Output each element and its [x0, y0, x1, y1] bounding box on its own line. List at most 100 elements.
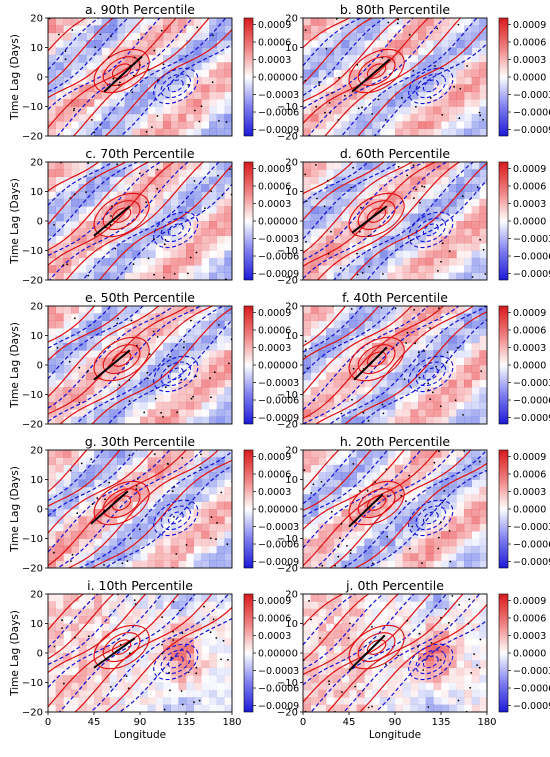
heatmap-cell: [147, 47, 156, 56]
heatmap-cell: [71, 350, 79, 358]
heatmap-cell: [140, 99, 148, 107]
colorbar-tick-label: −0.0009: [258, 557, 299, 568]
heatmap-cell: [349, 113, 357, 122]
heatmap-cell: [78, 350, 87, 358]
negative-contour-loop: [408, 355, 454, 393]
heatmap-cell: [479, 106, 487, 115]
heatmap-cell: [364, 409, 373, 417]
heatmap-cell: [318, 25, 327, 34]
heatmap-cell: [147, 616, 156, 624]
heatmap-cell: [163, 162, 171, 170]
heatmap-cell: [425, 416, 434, 424]
heatmap-cell: [193, 479, 202, 488]
heatmap-cell: [48, 675, 56, 683]
heatmap-cell: [387, 638, 396, 646]
negative-contour: [342, 450, 487, 568]
heatmap-cell: [471, 486, 480, 495]
heatmap-cell: [63, 409, 72, 417]
positive-contour-loop: [102, 56, 141, 87]
heatmap-cell: [441, 538, 449, 547]
heatmap-cell: [387, 40, 396, 48]
heatmap-cell: [310, 47, 319, 56]
heatmap-cell: [48, 401, 56, 410]
heatmap-cell: [55, 457, 64, 466]
heatmap-cell: [109, 69, 118, 78]
heatmap-cell: [464, 623, 472, 632]
positive-contour-loop: [93, 48, 150, 94]
heatmap-cell: [456, 372, 465, 381]
significance-dot: [139, 64, 141, 66]
heatmap-cell: [101, 257, 110, 266]
heatmap-cell: [216, 265, 225, 273]
colorbar-tick-label: −0.0009: [258, 413, 299, 424]
heatmap-cell: [379, 697, 388, 705]
significance-dot: [421, 562, 423, 564]
heatmap-cell: [217, 660, 225, 668]
heatmap-cell: [209, 357, 217, 366]
heatmap-cell: [140, 464, 148, 473]
heatmap-cell: [163, 306, 171, 314]
heatmap-cell: [186, 162, 194, 170]
heatmap-cell: [418, 228, 426, 237]
heatmap-cell: [356, 594, 365, 602]
heatmap-cell: [224, 342, 232, 351]
significance-dot: [351, 398, 353, 401]
heatmap-cell: [433, 206, 442, 214]
heatmap-cell: [193, 250, 202, 259]
heatmap-cell: [48, 509, 56, 517]
positive-contour: [67, 450, 220, 568]
heatmap-cell: [94, 77, 102, 85]
heatmap-cell: [395, 365, 403, 373]
heatmap-cell: [224, 401, 232, 410]
significance-dot: [334, 564, 336, 567]
heatmap-cell: [101, 235, 110, 244]
heatmap-cell: [326, 357, 334, 366]
heatmap-cell: [326, 372, 334, 381]
heatmap-cell: [163, 191, 171, 200]
colorbar: 0.00090.00060.00030.0000−0.0003−0.0006−0…: [243, 161, 299, 281]
heatmap-cell: [94, 594, 102, 602]
heatmap-cell: [303, 128, 311, 136]
heatmap-cell: [209, 206, 217, 214]
heatmap-cell: [63, 594, 72, 602]
heatmap-cell: [387, 682, 396, 691]
heatmap-cell: [63, 350, 72, 358]
heatmap-cell: [310, 594, 319, 602]
heatmap-cell: [71, 660, 79, 669]
significance-dot: [448, 250, 451, 252]
heatmap-cell: [71, 47, 79, 56]
heatmap-cell: [101, 667, 110, 676]
heatmap-cell: [109, 25, 118, 34]
heatmap-cell: [109, 162, 118, 170]
heatmap-cell: [193, 350, 202, 358]
heatmap-cell: [303, 162, 311, 170]
heatmap-cell: [209, 472, 217, 480]
heatmap-cell: [456, 616, 465, 624]
heatmap-cell: [341, 638, 350, 646]
heatmap-cell: [193, 313, 202, 322]
heatmap-cell: [333, 601, 342, 610]
heatmap-cell: [140, 682, 148, 691]
heatmap-cell: [410, 335, 419, 344]
heatmap-cell: [456, 538, 465, 547]
significance-dot: [439, 521, 442, 523]
heatmap-cell: [410, 457, 419, 466]
heatmap-cell: [418, 675, 426, 683]
heatmap-cell: [441, 379, 449, 388]
heatmap-cell: [448, 62, 457, 70]
heatmap-cell: [63, 91, 72, 100]
heatmap-cell: [209, 335, 217, 344]
heatmap-cell: [124, 113, 133, 122]
heatmap-cell: [78, 91, 87, 100]
heatmap-cell: [94, 69, 102, 78]
heatmap-cell: [456, 25, 465, 34]
heatmap-cell: [209, 450, 217, 458]
heatmap-cell: [55, 169, 64, 178]
heatmap-cell: [48, 84, 56, 93]
heatmap-cell: [479, 342, 487, 351]
plot-area: [48, 306, 232, 424]
significance-dot: [356, 63, 359, 66]
heatmap-cell: [71, 608, 79, 617]
heatmap-cell: [224, 235, 232, 244]
heatmap-cell: [464, 653, 472, 661]
